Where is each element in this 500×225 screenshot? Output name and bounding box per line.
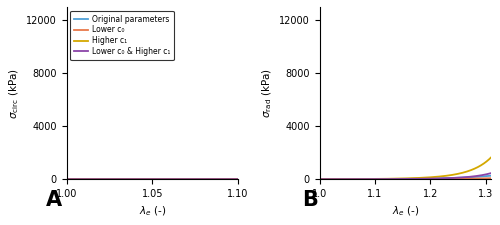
Original parameters <box>172 178 177 180</box>
Lower c₀ <box>132 178 138 180</box>
Lower c₀ & Higher c₁ <box>120 178 126 180</box>
Higher c₁ <box>172 178 177 180</box>
Lower c₀ & Higher c₁ <box>235 178 241 180</box>
X-axis label: $\lambda_e$ (-): $\lambda_e$ (-) <box>138 205 166 218</box>
Lower c₀ <box>64 178 70 180</box>
Lower c₀ <box>188 178 194 180</box>
Legend: Original parameters, Lower c₀, Higher c₁, Lower c₀ & Higher c₁: Original parameters, Lower c₀, Higher c₁… <box>70 11 174 60</box>
Higher c₁ <box>188 178 194 180</box>
Original parameters <box>188 178 194 180</box>
Lower c₀ & Higher c₁ <box>64 178 70 180</box>
Lower c₀ & Higher c₁ <box>172 178 177 180</box>
Lower c₀ <box>188 178 194 180</box>
Text: A: A <box>46 190 62 210</box>
Lower c₀ & Higher c₁ <box>188 178 194 180</box>
Lower c₀ & Higher c₁ <box>132 178 138 180</box>
Higher c₁ <box>120 178 126 180</box>
Original parameters <box>188 178 194 180</box>
Lower c₀ & Higher c₁ <box>188 178 194 180</box>
Lower c₀ <box>235 178 241 180</box>
X-axis label: $\lambda_e$ (-): $\lambda_e$ (-) <box>392 205 419 218</box>
Y-axis label: $\sigma_{\rm circ}$ (kPa): $\sigma_{\rm circ}$ (kPa) <box>7 68 20 119</box>
Original parameters <box>84 178 90 180</box>
Original parameters <box>64 178 70 180</box>
Higher c₁ <box>132 178 138 180</box>
Lower c₀ & Higher c₁ <box>84 178 90 180</box>
Original parameters <box>132 178 138 180</box>
Lower c₀ <box>120 178 126 180</box>
Higher c₁ <box>235 178 241 180</box>
Lower c₀ <box>84 178 90 180</box>
Y-axis label: $\sigma_{\rm rad}$ (kPa): $\sigma_{\rm rad}$ (kPa) <box>260 68 274 118</box>
Higher c₁ <box>64 178 70 180</box>
Lower c₀ <box>172 178 177 180</box>
Original parameters <box>120 178 126 180</box>
Higher c₁ <box>84 178 90 180</box>
Higher c₁ <box>188 178 194 180</box>
Text: B: B <box>302 190 318 210</box>
Original parameters <box>235 178 241 180</box>
